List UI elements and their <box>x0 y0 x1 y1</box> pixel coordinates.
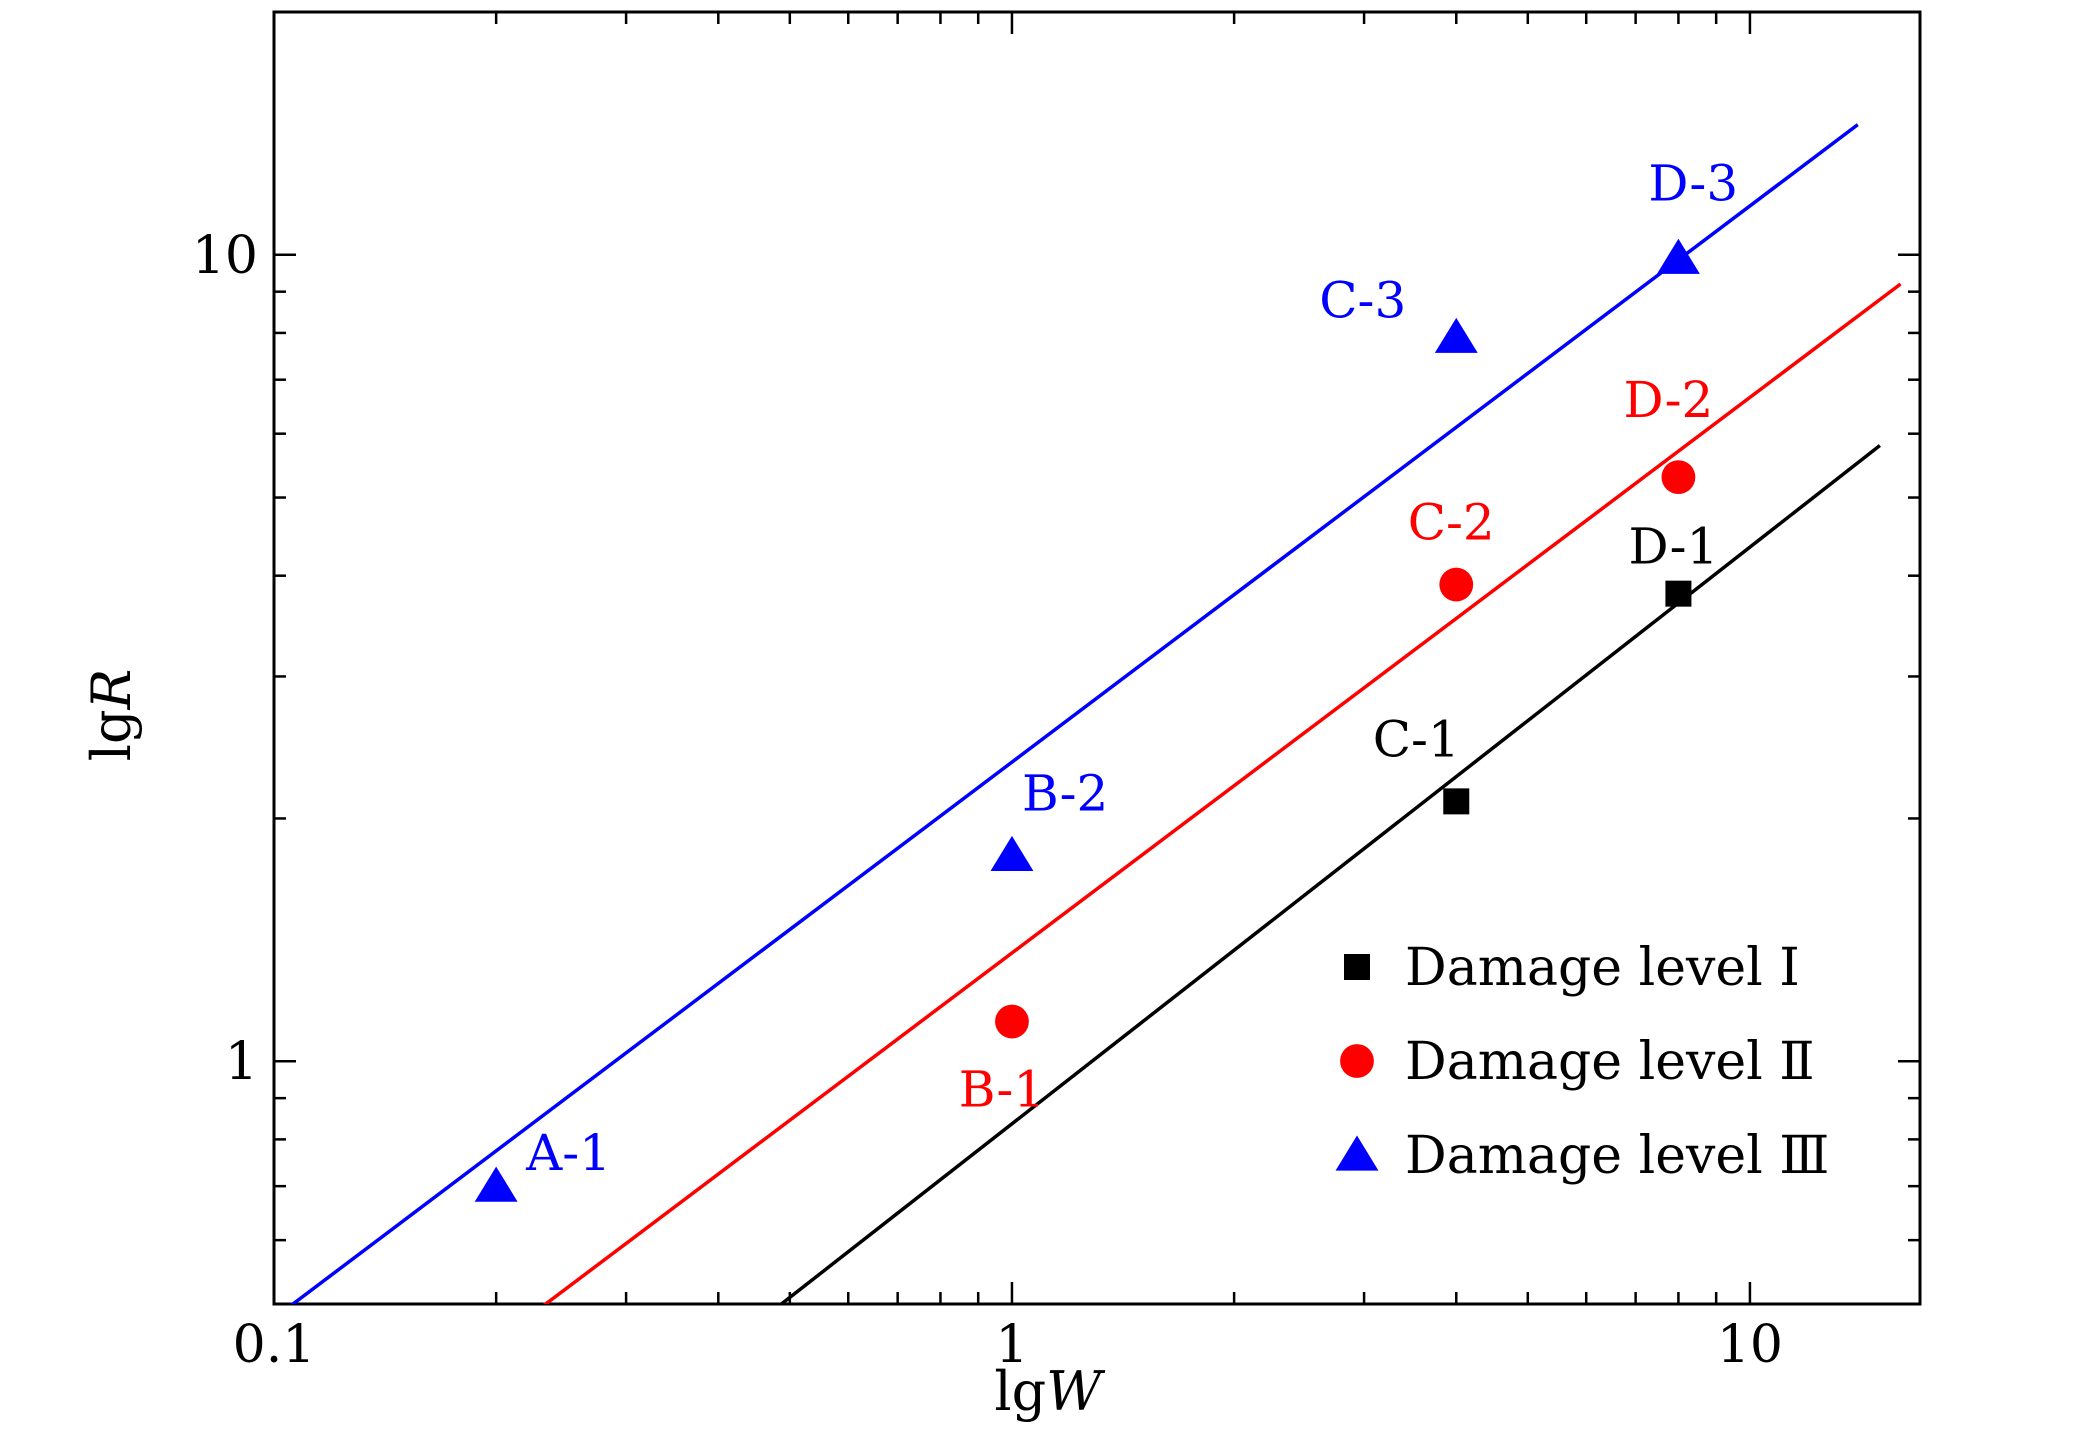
point-c-3 <box>1434 317 1478 353</box>
data-points <box>474 238 1700 1202</box>
point-b-2 <box>990 835 1034 871</box>
legend-marker-square <box>1344 954 1370 980</box>
fit-line-square <box>778 444 1881 1304</box>
point-d-3 <box>1656 238 1700 274</box>
x-axis-label-var: W <box>1046 1360 1106 1423</box>
point-c-2 <box>1439 567 1474 602</box>
x-axis-label-prefix: lg <box>994 1360 1046 1423</box>
point-c-1 <box>1443 788 1470 815</box>
point-label-b-2: B-2 <box>1022 764 1108 822</box>
x-tick-label: 1 <box>995 1315 1028 1375</box>
legend-marker-triangle <box>1335 1135 1379 1171</box>
point-label-c-3: C-3 <box>1319 271 1406 329</box>
y-axis-label-var: R <box>80 669 143 711</box>
point-label-c-2: C-2 <box>1408 494 1495 552</box>
x-tick-label: 0.1 <box>233 1315 316 1375</box>
point-label-b-1: B-1 <box>959 1061 1045 1119</box>
y-axis-ticks: 1 10 <box>192 10 1920 1306</box>
x-axis-ticks: 0.1 1 10 <box>233 12 1783 1375</box>
point-label-c-1: C-1 <box>1373 710 1460 768</box>
point-label-d-2: D-2 <box>1624 371 1714 429</box>
y-tick-label: 1 <box>225 1032 258 1092</box>
x-axis-label: lgW <box>994 1360 1106 1423</box>
point-d-1 <box>1665 580 1692 607</box>
point-a-1 <box>474 1166 518 1202</box>
fit-line-triangle <box>290 123 1859 1304</box>
point-label-d-1: D-1 <box>1629 518 1719 576</box>
point-b-1 <box>995 1004 1029 1039</box>
legend-label-circle: Damage level Ⅱ <box>1405 1032 1815 1092</box>
point-labels: C-1 D-1 B-1 C-2 D-2 A-1 B-2 C-3 D-3 <box>525 154 1738 1182</box>
fit-lines <box>290 123 1902 1304</box>
x-tick-label: 10 <box>1717 1315 1783 1375</box>
plot-frame <box>272 10 1922 1306</box>
y-axis-label: lgR <box>80 669 143 762</box>
legend-label-square: Damage level Ⅰ <box>1405 938 1800 998</box>
legend-label-triangle: Damage level Ⅲ <box>1405 1126 1829 1186</box>
point-d-2 <box>1661 460 1696 495</box>
y-axis-label-prefix: lg <box>80 709 143 761</box>
y-tick-label: 10 <box>192 226 258 286</box>
legend: Damage level Ⅰ Damage level Ⅱ Damage level… <box>1335 938 1829 1186</box>
point-label-a-1: A-1 <box>525 1124 611 1182</box>
fit-line-circle <box>542 282 1902 1304</box>
legend-marker-circle <box>1340 1044 1374 1078</box>
point-label-d-3: D-3 <box>1648 154 1738 212</box>
